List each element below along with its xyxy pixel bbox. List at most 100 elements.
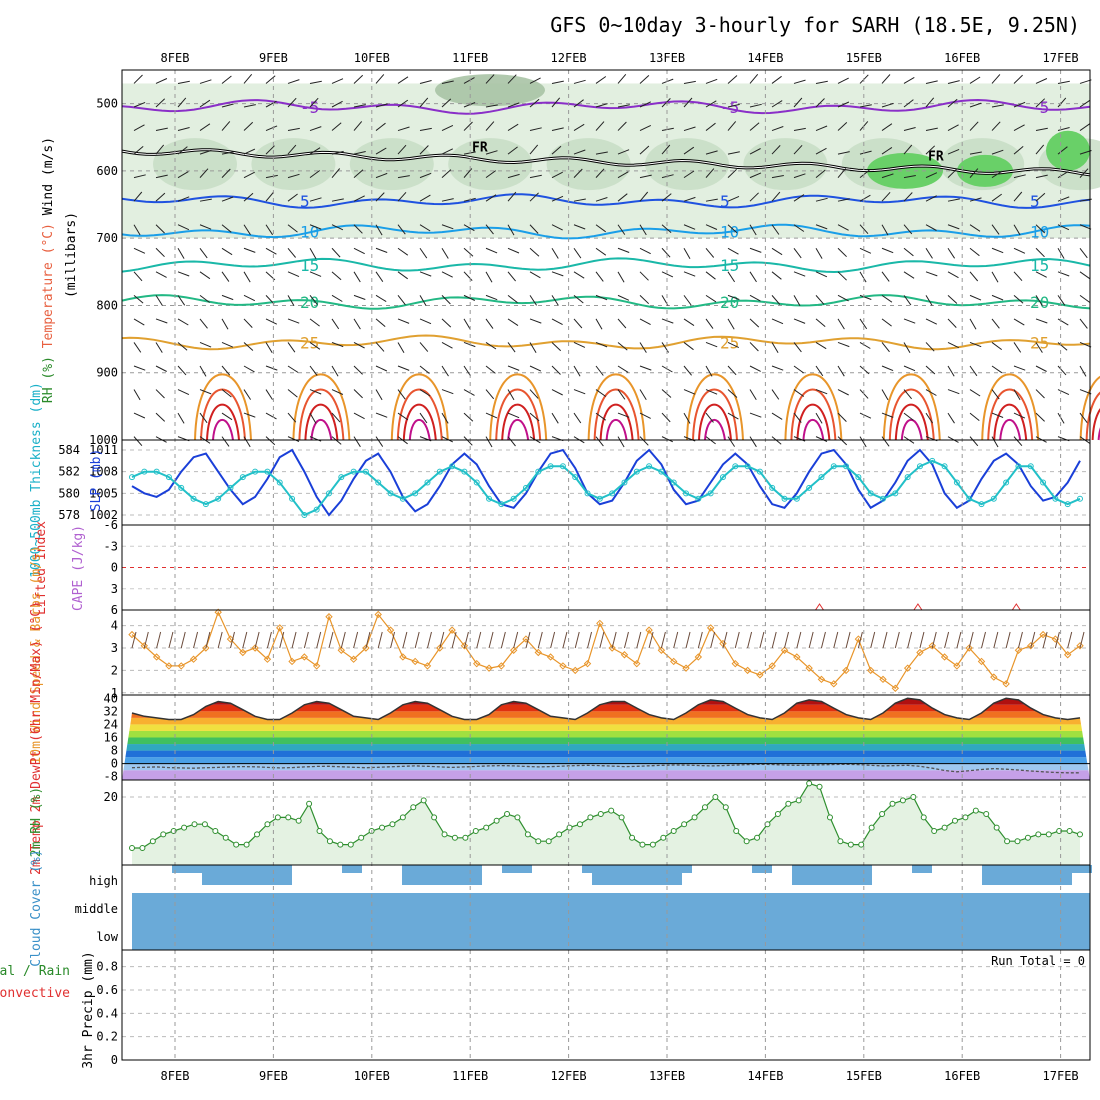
date-label-bottom: 16FEB [944,1069,980,1083]
wind-barb [353,247,365,255]
surface-isotherm-loop [894,403,929,441]
wind-barb [595,224,606,233]
wind-barb [221,271,230,282]
pressure-tick-label: 500 [96,97,118,111]
cloud-high-bar [982,865,992,885]
rh-point [743,838,750,845]
thickness-point [880,495,887,502]
rh-point [274,814,281,821]
wind-barb [1013,224,1021,236]
wind-barb [1013,318,1025,326]
wind-barb [1057,97,1067,108]
thickness-point [301,512,308,518]
wind-barb [771,365,784,371]
wind-barb-10m [328,631,334,649]
wind-barb [683,224,696,230]
wind-barb [727,342,740,349]
wind-barb [243,148,256,155]
wind-barb [727,436,736,447]
wind-barb [793,342,802,353]
precip-tick-label: 0 [111,1053,118,1067]
temp-ylabel: 2m Temp 2m DewPt (6hr Min/Max) (°C) [29,601,44,875]
rh-shading-cell [349,138,434,191]
wind-speed-point [263,655,272,663]
wind-barb [991,342,1002,351]
wind-barb [1035,247,1045,258]
cloud-high-bar [812,865,822,885]
wind-speed-point [879,675,887,684]
wind-barb [331,168,341,178]
dewpoint-line [131,763,1080,774]
wind-barb [177,80,190,84]
wind-barb [243,412,256,418]
wind-barb [837,341,850,348]
wind-barb [353,104,366,108]
wind-speed-point [977,657,986,666]
wind-barb [1057,342,1068,351]
wind-barb [133,191,143,202]
wind-barb [1013,191,1023,202]
thickness-point [658,468,665,475]
wind-barb [683,271,696,277]
rh-point [1066,828,1073,834]
wind-barb [177,412,185,424]
wind-barb-10m [316,631,322,649]
wind-barb [969,121,979,131]
wind-barb [881,365,894,372]
date-label-top: 13FEB [649,51,685,65]
wind-barb [221,151,234,155]
wind-barb [771,100,783,108]
temp-tick-label: 16 [104,731,118,745]
wind-barb [375,318,386,327]
wind-barb [331,341,344,348]
wind-speed-point [1039,630,1047,639]
wind-barb [551,80,564,84]
wind-barb [749,365,761,372]
wind-barb [419,342,429,352]
wind-barb-10m [574,631,580,649]
wind-barb [155,192,166,202]
wind-barb [969,365,978,377]
thickness-point [867,490,874,497]
wind-barb [529,77,541,84]
rh-point [889,800,896,807]
isotherm-line [121,98,1091,115]
wind-barb [441,98,452,108]
wind-barb [903,99,914,108]
wind-barb [133,389,141,401]
date-label-top: 15FEB [846,51,882,65]
wind-barb [661,318,674,324]
wind-barb [771,389,780,400]
date-label-top: 16FEB [944,51,980,65]
wind-barb [925,271,938,277]
wind-barb [881,436,890,447]
wind-barb [529,295,538,306]
rh-point [629,834,636,841]
wind-barb [771,75,782,84]
wind-barb-10m [193,631,199,649]
wind-barb [397,342,405,354]
wind-barb [859,121,869,131]
wind-barb [859,271,867,283]
wind-barb [1035,412,1045,422]
thickness-point [129,474,135,481]
thickness-point [424,479,431,486]
isotherm-line [121,193,1091,209]
wind-barb [991,436,999,448]
isotherm-label: 5 [720,192,730,211]
wind-barb [573,168,583,178]
stability-tick-label: -3 [104,539,118,553]
thickness-point [141,468,148,475]
wind-barb [991,74,1001,84]
rh-point [149,838,156,845]
wind-barb [705,168,715,178]
wind-barb [397,76,409,84]
wind-barb [947,168,957,178]
wind-barb [815,295,825,305]
wind-barb [177,196,190,202]
rh-point [931,828,938,834]
wind-barb [815,98,825,108]
thickness-point [473,479,480,486]
wind-barb [353,195,365,202]
thickness-point [313,506,320,513]
